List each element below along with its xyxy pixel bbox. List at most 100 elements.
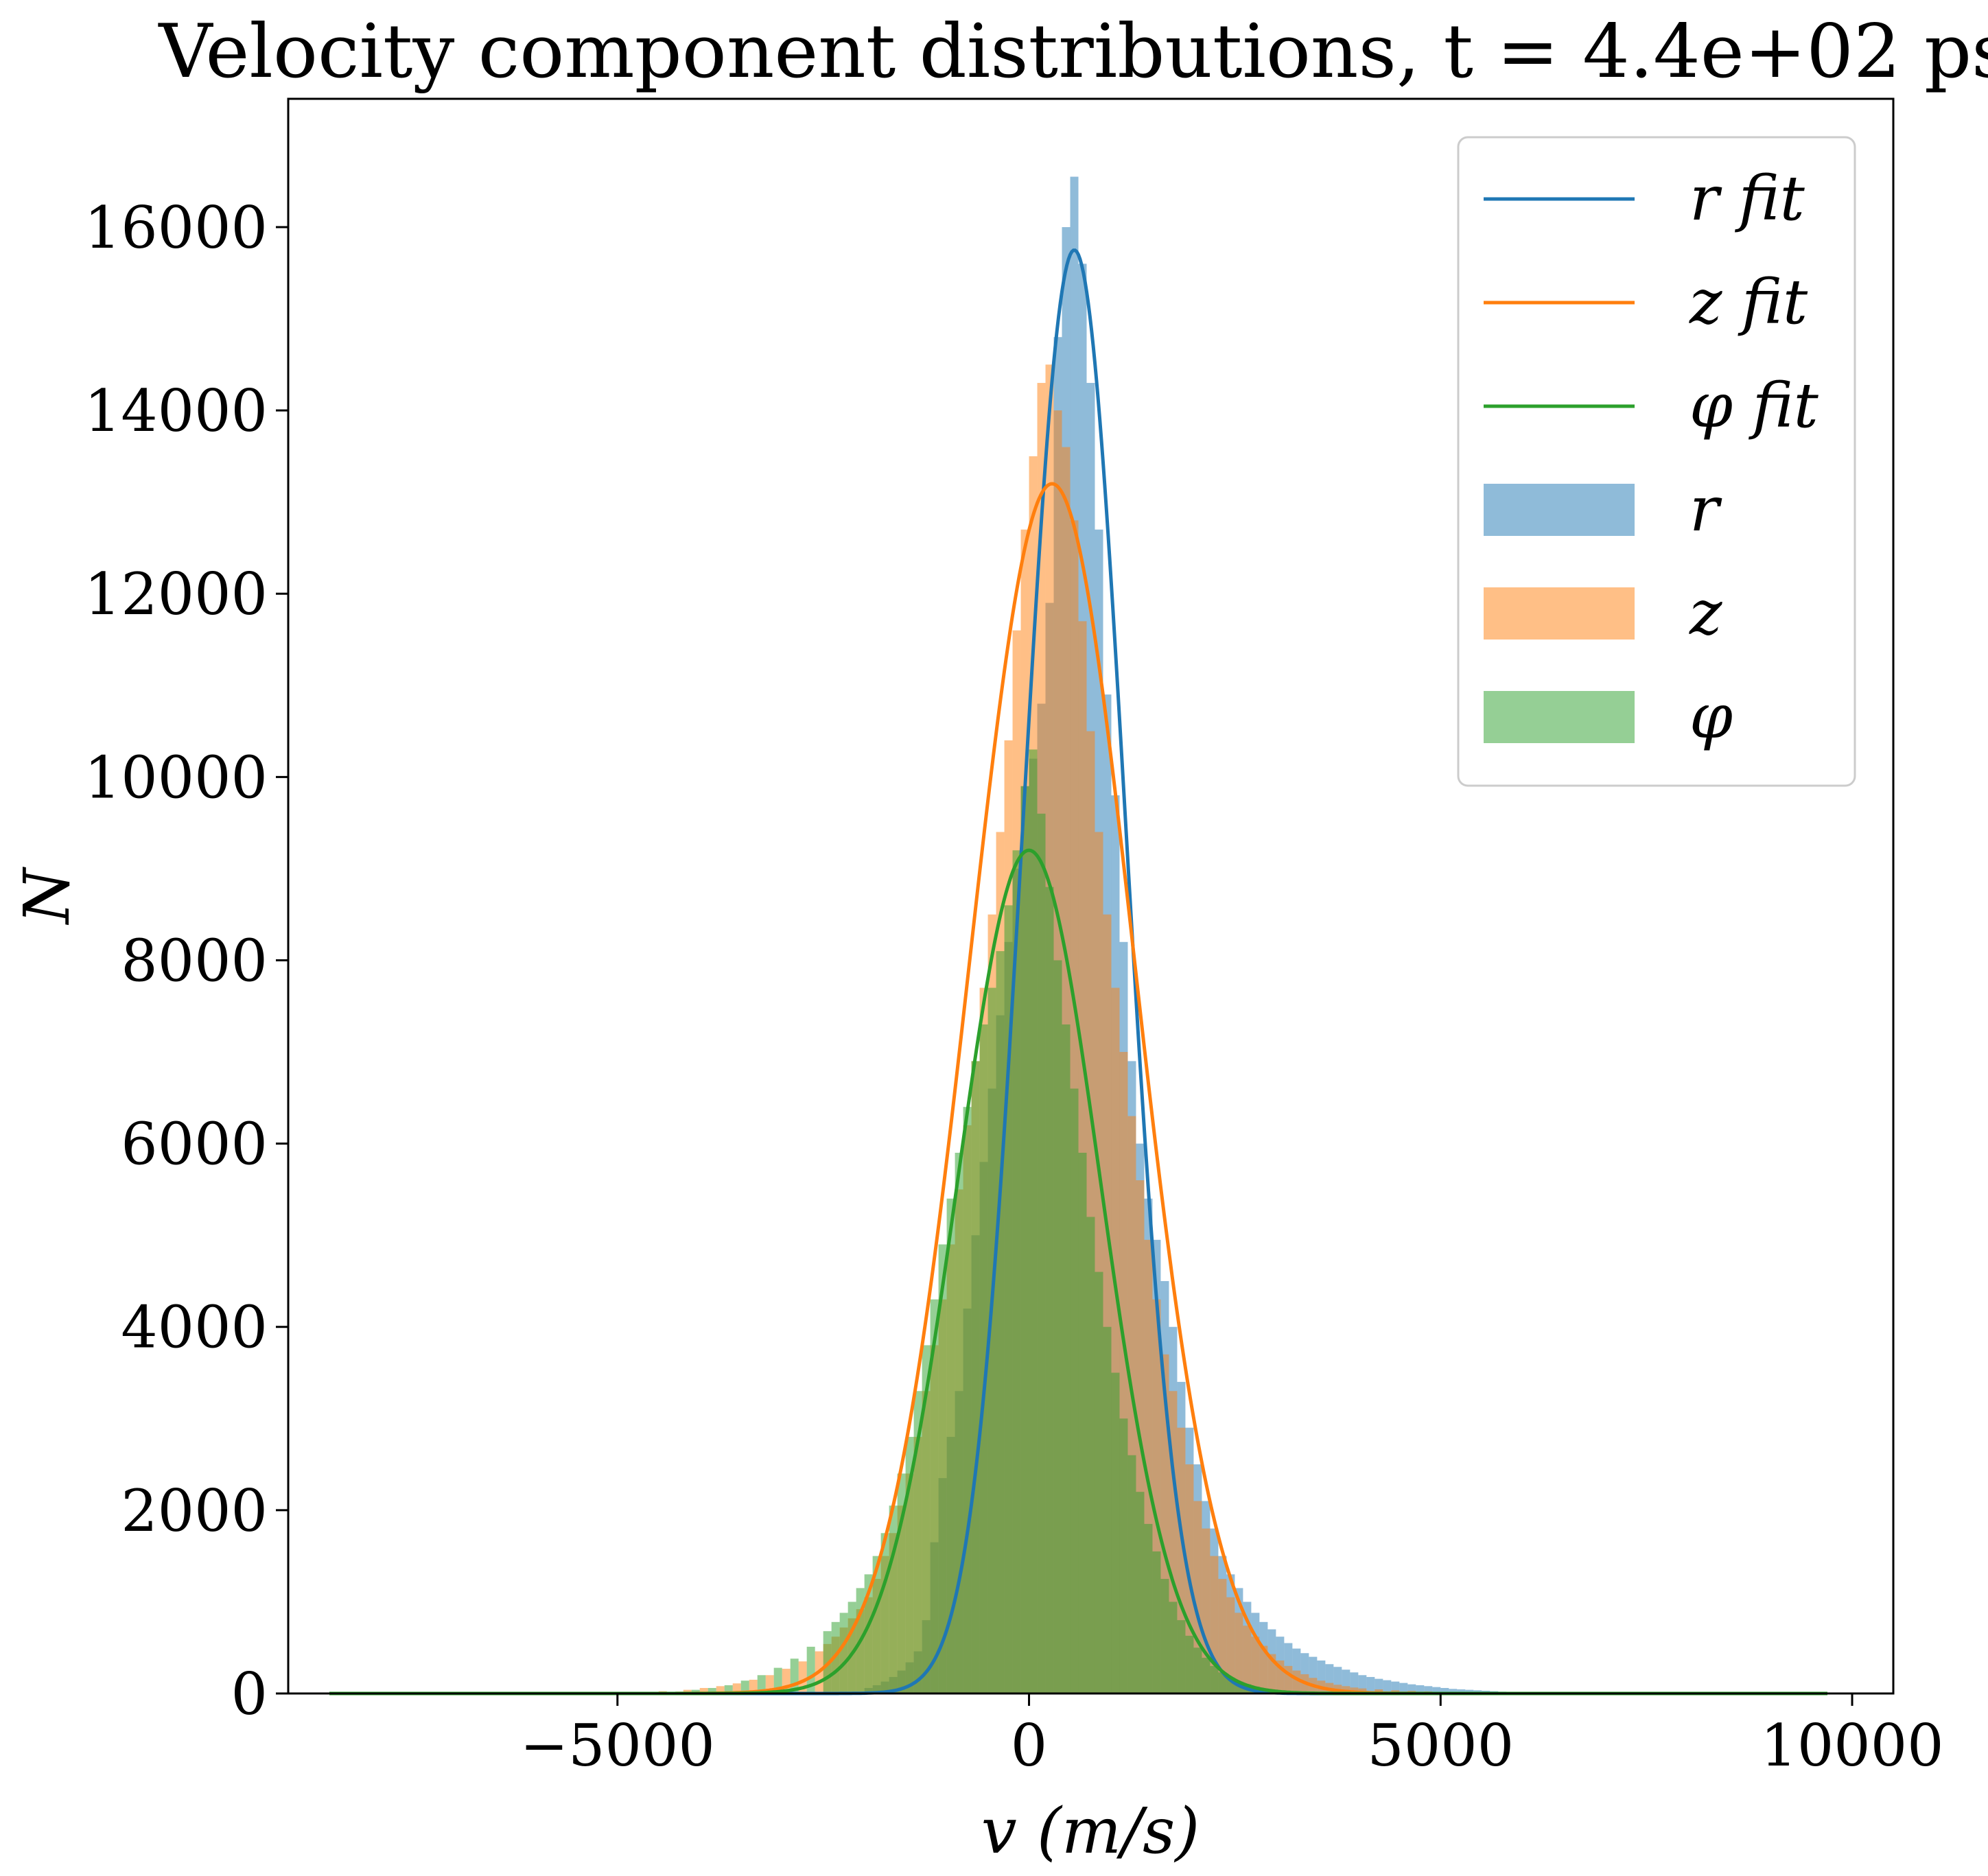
y-axis-label: N	[10, 866, 84, 925]
bar-phi-24	[938, 1244, 947, 1693]
legend-label-4: z	[1689, 577, 1722, 649]
bar-phi-57	[1210, 1665, 1219, 1693]
bar-phi-15	[864, 1574, 873, 1693]
y-tick-label-4: 8000	[121, 927, 268, 994]
bar-z-56	[1160, 1354, 1169, 1693]
bar-r-63	[1383, 1680, 1392, 1693]
bar-z-57	[1169, 1391, 1178, 1693]
bar-phi-54	[1185, 1635, 1194, 1693]
bar-phi-31	[996, 951, 1005, 1693]
bar-phi-45	[1111, 1372, 1120, 1693]
bar-phi-43	[1095, 1271, 1103, 1693]
bar-z-11	[765, 1675, 774, 1693]
y-tick-label-6: 12000	[84, 561, 268, 628]
y-tick-label-0: 0	[231, 1661, 268, 1728]
bar-phi-9	[806, 1646, 815, 1693]
legend-label-2: φ fit	[1689, 370, 1819, 442]
bar-phi-22	[922, 1345, 931, 1693]
bar-phi-39	[1062, 1024, 1071, 1693]
x-tick-label-3: 10000	[1760, 1712, 1943, 1779]
legend-swatch-z-hist	[1484, 587, 1635, 640]
bar-phi-28	[971, 1061, 980, 1693]
bar-phi-53	[1177, 1620, 1186, 1693]
legend-label-1: z fit	[1689, 266, 1808, 338]
bar-phi-30	[987, 987, 996, 1693]
bar-r-56	[1325, 1664, 1334, 1693]
bar-phi-3	[708, 1687, 716, 1693]
series-phi-bars	[658, 749, 1367, 1693]
bar-phi-2	[691, 1689, 700, 1693]
bar-r-64	[1391, 1681, 1400, 1693]
bar-z-13	[798, 1661, 807, 1693]
bar-z-52	[1127, 1116, 1136, 1693]
x-axis-label: v (m/s)	[981, 1794, 1200, 1868]
bar-r-67	[1416, 1685, 1425, 1693]
legend-swatch-phi-hist	[1484, 691, 1635, 743]
bar-z-63	[1218, 1579, 1227, 1693]
bar-z-58	[1177, 1427, 1186, 1693]
bar-r-71	[1449, 1689, 1458, 1693]
legend-label-5: φ	[1689, 681, 1733, 753]
x-tick-label-1: 0	[1011, 1712, 1047, 1779]
bar-phi-60	[1235, 1681, 1243, 1693]
bar-z-9	[732, 1683, 741, 1693]
bar-z-72	[1292, 1670, 1301, 1693]
bar-phi-44	[1103, 1326, 1112, 1693]
bar-z-62	[1210, 1556, 1219, 1693]
bar-phi-46	[1119, 1418, 1128, 1693]
bar-z-50	[1111, 987, 1120, 1693]
bar-phi-5	[740, 1680, 749, 1693]
bar-phi-6	[757, 1675, 766, 1693]
bar-z-6	[683, 1689, 692, 1693]
y-tick-label-7: 14000	[84, 377, 268, 445]
plot-area	[329, 176, 1827, 1696]
bar-r-60	[1358, 1675, 1367, 1693]
bar-r-59	[1350, 1672, 1359, 1693]
bar-phi-47	[1127, 1455, 1136, 1693]
bar-phi-38	[1053, 960, 1062, 1693]
bar-phi-29	[979, 1024, 988, 1693]
bar-r-65	[1399, 1682, 1408, 1693]
bar-r-61	[1366, 1676, 1375, 1693]
bar-r-69	[1432, 1687, 1441, 1693]
bar-phi-51	[1160, 1579, 1169, 1693]
bar-phi-26	[955, 1152, 963, 1693]
bar-z-55	[1152, 1299, 1161, 1693]
bar-phi-35	[1029, 749, 1038, 1693]
bar-z-12	[782, 1668, 791, 1693]
bar-phi-55	[1193, 1648, 1202, 1693]
axes-frame	[287, 97, 1895, 1695]
bar-z-48	[1095, 832, 1103, 1693]
bar-z-8	[716, 1686, 725, 1693]
bar-phi-19	[897, 1473, 906, 1693]
y-tick-label-1: 2000	[121, 1477, 268, 1545]
bar-phi-33	[1012, 850, 1021, 1693]
bar-r-54	[1309, 1656, 1318, 1693]
y-tick-label-3: 6000	[121, 1111, 268, 1178]
bar-z-10	[749, 1679, 758, 1693]
bar-r-62	[1375, 1678, 1383, 1693]
bar-z-71	[1284, 1665, 1293, 1693]
bar-phi-58	[1218, 1672, 1227, 1693]
y-tick-label-2: 4000	[121, 1294, 268, 1361]
bar-phi-25	[946, 1198, 955, 1693]
bar-phi-34	[1020, 786, 1029, 1693]
bar-r-53	[1300, 1653, 1309, 1693]
bar-phi-16	[872, 1556, 881, 1693]
bar-phi-36	[1037, 813, 1046, 1693]
bar-phi-37	[1045, 887, 1054, 1693]
y-tick-label-8: 16000	[84, 194, 268, 261]
bar-z-7	[699, 1687, 708, 1693]
y-tick-label-5: 10000	[84, 744, 268, 811]
bar-r-57	[1333, 1667, 1342, 1693]
bar-z-64	[1226, 1597, 1235, 1693]
bar-phi-8	[790, 1658, 799, 1693]
x-tick-label-2: 5000	[1367, 1712, 1514, 1779]
bar-phi-18	[889, 1505, 898, 1693]
bar-phi-32	[1004, 905, 1013, 1693]
bar-phi-12	[839, 1613, 848, 1693]
bar-phi-13	[847, 1602, 856, 1693]
bar-phi-21	[913, 1391, 922, 1693]
legend-label-3: r	[1689, 473, 1722, 546]
